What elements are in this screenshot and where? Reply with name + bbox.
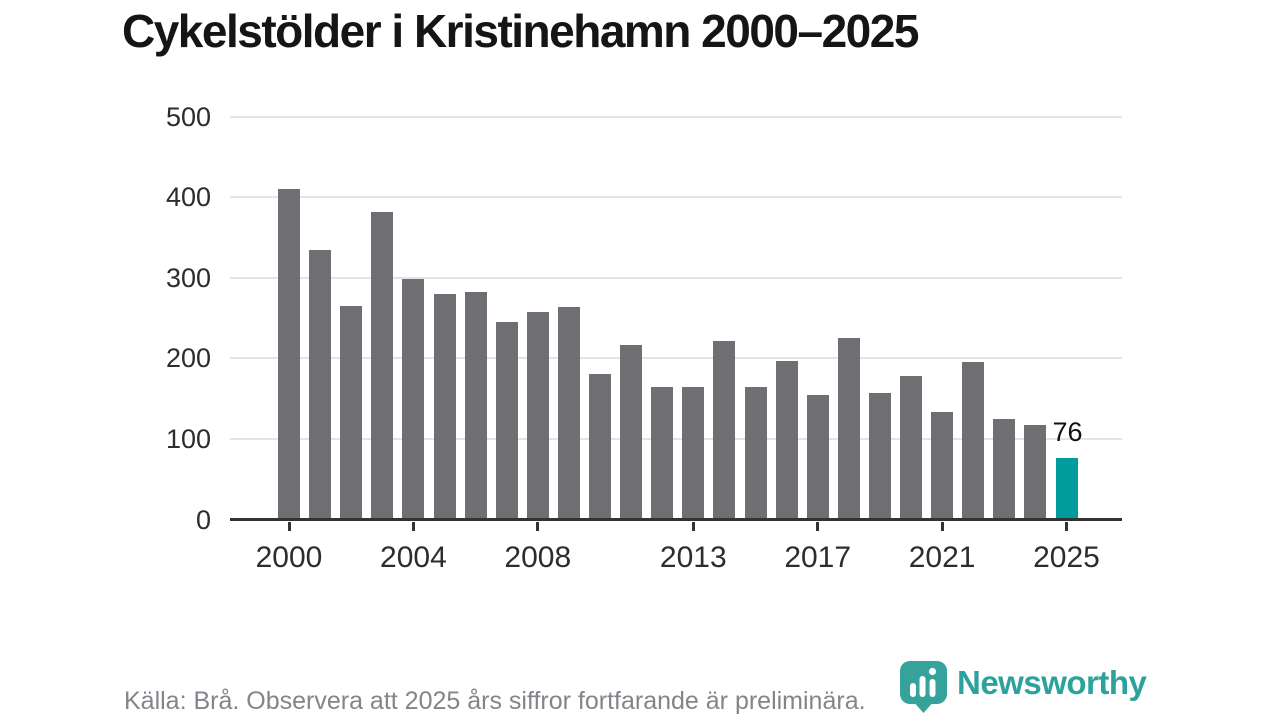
bar-2000: [278, 189, 300, 520]
y-axis-tick-label: 500: [165, 101, 211, 132]
y-axis-tick-label: 0: [195, 504, 211, 535]
bar-2009: [557, 306, 580, 520]
bar-2020: [900, 376, 922, 520]
x-axis-tick-2013: [691, 521, 695, 531]
gridline-y-100: [230, 437, 1122, 440]
source-note: Källa: Brå. Observera att 2025 års siffr…: [124, 687, 866, 715]
x-axis-tick-2000: [287, 521, 291, 531]
newsworthy-pin-barchart-icon: [900, 661, 947, 713]
x-axis-tick-label: 2013: [659, 541, 727, 574]
bar-2016: [775, 360, 798, 520]
x-axis-line: [230, 518, 1122, 521]
bar-2006: [464, 292, 487, 520]
bar-2014: [713, 341, 736, 520]
gridline-y-200: [230, 357, 1122, 360]
y-axis-tick-label: 300: [165, 262, 211, 293]
newsworthy-logo: Newsworthy: [899, 660, 1147, 714]
bar-2023: [993, 418, 1016, 520]
x-axis-tick-label: 2000: [255, 541, 323, 574]
bar-2012: [651, 386, 674, 520]
bar-2013: [682, 386, 705, 520]
bar-2007: [495, 322, 518, 520]
gridline-y-500: [230, 115, 1122, 118]
bar-2025: [1055, 458, 1078, 520]
bar-2017: [806, 394, 829, 520]
x-axis-tick-label: 2004: [380, 541, 447, 574]
x-axis-tick-label: 2025: [1033, 541, 1100, 574]
x-axis-tick-label: 2008: [504, 541, 572, 574]
x-axis-tick-2008: [536, 521, 540, 531]
x-axis-tick-2004: [411, 521, 415, 531]
x-axis-tick-2021: [940, 521, 944, 531]
bar-2008: [526, 311, 549, 520]
x-axis-tick-label: 2017: [784, 541, 852, 574]
bar-2005: [433, 293, 456, 520]
bar-2011: [620, 344, 643, 520]
x-axis-tick-2025: [1065, 521, 1068, 531]
newsworthy-wordmark: Newsworthy: [957, 664, 1147, 701]
bar-2021: [931, 411, 954, 520]
bar-2001: [309, 249, 332, 520]
bar-2019: [868, 392, 891, 520]
gridline-y-300: [230, 276, 1122, 279]
chart-title: Cykelstölder i Kristinehamn 2000–2025: [122, 5, 919, 57]
y-axis-tick-label: 400: [165, 182, 211, 213]
bar-2022: [962, 362, 985, 520]
bar-2018: [837, 338, 860, 520]
bar-2024: [1024, 425, 1047, 520]
x-axis-tick-label: 2021: [908, 541, 976, 574]
bar-2004: [402, 279, 425, 520]
y-axis-tick-label: 100: [165, 423, 211, 454]
y-axis-tick-label: 200: [165, 343, 211, 374]
bar-2015: [744, 386, 767, 520]
bar-2003: [371, 212, 394, 520]
bar-2010: [589, 373, 611, 520]
gridline-y-400: [230, 196, 1122, 199]
highlight-value-label: 76: [1052, 417, 1083, 448]
bar-2002: [340, 305, 363, 520]
x-axis-tick-2017: [816, 521, 820, 531]
